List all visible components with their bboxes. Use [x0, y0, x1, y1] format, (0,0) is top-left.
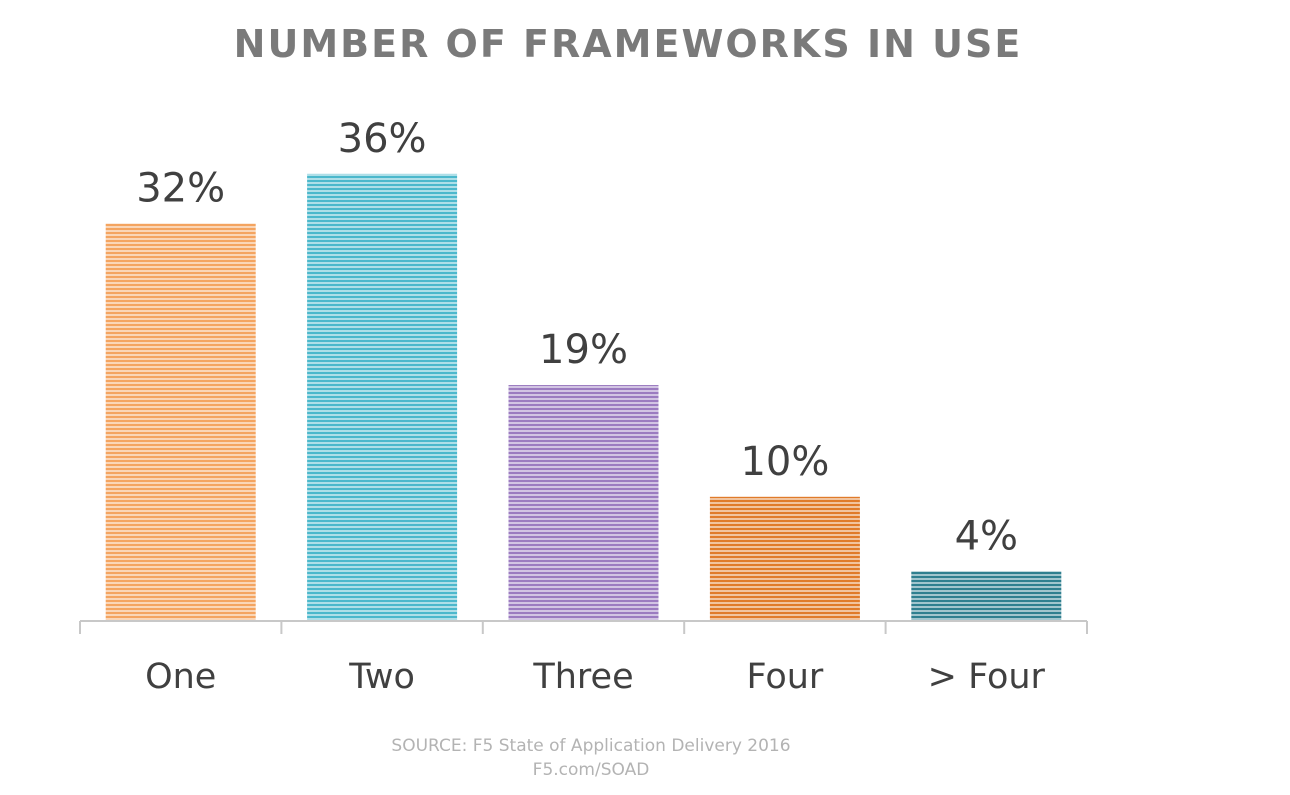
category-label: > Four	[928, 657, 1046, 697]
data-label: 36%	[338, 116, 427, 162]
data-label: 10%	[740, 439, 829, 485]
data-labels-group: 32% 36% 19% 10% 4%	[136, 116, 1018, 559]
chart-title: NUMBER OF FRAMEWORKS IN USE	[233, 22, 1023, 66]
bar-two	[307, 173, 458, 621]
category-label: Two	[348, 657, 415, 697]
bar-one	[105, 223, 256, 621]
category-label: Three	[532, 657, 633, 697]
x-axis	[79, 620, 1088, 634]
category-labels-group: One Two Three Four > Four	[145, 657, 1046, 697]
source-line: SOURCE: F5 State of Application Delivery…	[391, 736, 791, 756]
bar-three	[508, 385, 659, 621]
bar-four	[709, 496, 860, 621]
source-note: SOURCE: F5 State of Application Delivery…	[0, 734, 1182, 782]
category-label: Four	[746, 657, 823, 697]
bars-group	[105, 173, 1062, 621]
data-label: 4%	[955, 513, 1018, 559]
data-label: 19%	[539, 327, 628, 373]
category-label: One	[145, 657, 216, 697]
bar-four	[911, 571, 1062, 621]
data-label: 32%	[136, 166, 225, 212]
source-url: F5.com/SOAD	[532, 760, 650, 780]
